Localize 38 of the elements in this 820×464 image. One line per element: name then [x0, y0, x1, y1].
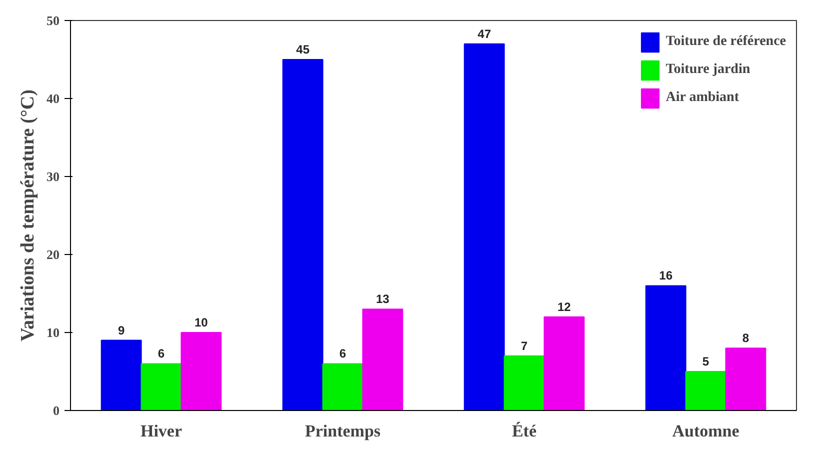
- y-tick-label: 20: [46, 247, 60, 262]
- y-tick-label: 0: [53, 403, 60, 418]
- data-label: 8: [742, 331, 750, 346]
- bar: [282, 59, 324, 410]
- legend-label: Toiture de référence: [666, 34, 786, 50]
- legend-label: Air ambiant: [666, 90, 739, 106]
- data-label: 10: [194, 316, 208, 330]
- data-label: 47: [478, 26, 492, 41]
- data-label: 6: [339, 346, 346, 361]
- bar: [322, 363, 364, 410]
- data-label: 9: [118, 323, 125, 338]
- bar: [180, 332, 222, 410]
- y-tick-label: 10: [46, 325, 60, 340]
- x-tick-label: Été: [512, 422, 537, 440]
- bar: [140, 363, 182, 410]
- data-label: 45: [296, 42, 310, 56]
- x-tick-label: Automne: [672, 422, 740, 440]
- bar: [645, 285, 686, 410]
- data-label: 6: [158, 346, 165, 361]
- data-label: 13: [376, 292, 390, 306]
- y-axis-title: Variations de température (°C): [18, 90, 38, 342]
- legend-label: Toiture jardin: [666, 62, 750, 78]
- data-label: 7: [520, 338, 528, 353]
- y-tick-label: 40: [46, 91, 60, 106]
- bar: [685, 371, 726, 410]
- bar: [362, 308, 404, 410]
- bar: [725, 348, 766, 410]
- y-tick-label: 50: [46, 13, 60, 28]
- x-tick-label: Printemps: [304, 422, 381, 440]
- bar: [464, 43, 505, 410]
- data-label: 16: [659, 268, 673, 283]
- bar: [504, 355, 545, 410]
- bar: [544, 316, 585, 410]
- data-label: 12: [558, 300, 572, 314]
- x-tick-label: Hiver: [140, 422, 182, 440]
- bar: [100, 340, 142, 410]
- y-tick-label: 30: [46, 169, 60, 184]
- data-label: 5: [702, 354, 710, 368]
